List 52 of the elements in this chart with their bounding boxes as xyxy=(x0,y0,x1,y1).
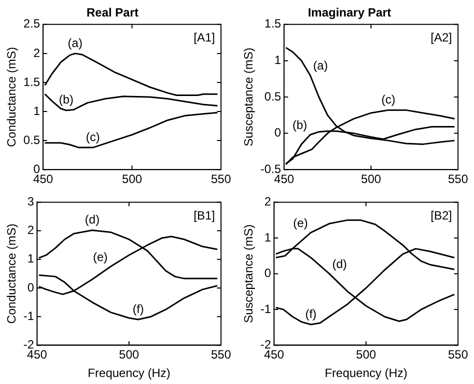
x-tick-label: 500 xyxy=(122,172,142,186)
annotation: (c) xyxy=(381,92,396,106)
x-tick-label: 550 xyxy=(210,172,232,186)
annotation: (b) xyxy=(292,118,308,132)
chart-title: Imaginary Part xyxy=(308,6,392,20)
x-tick-label: 550 xyxy=(448,348,468,362)
x-tick-label: 500 xyxy=(119,348,140,362)
annotation: (c) xyxy=(86,130,100,144)
x-tick-label: 550 xyxy=(210,348,232,362)
y-tick-label: 0 xyxy=(264,266,272,280)
annotation: (e) xyxy=(293,216,308,230)
annotation: (b) xyxy=(58,92,74,107)
y-tick-label: 2 xyxy=(33,46,40,60)
y-tick-label: 1 xyxy=(27,252,34,266)
annotation: (e) xyxy=(92,250,108,264)
y-tick-label: 1.5 xyxy=(23,74,40,89)
x-axis-title: Frequency (Hz) xyxy=(324,366,408,380)
x-tick-label: 500 xyxy=(361,172,382,186)
y-tick-label: 1 xyxy=(274,53,282,68)
y-tick-label: 1 xyxy=(264,230,272,244)
y-tick-label: 0 xyxy=(27,280,34,294)
y-tick-label: 1 xyxy=(33,104,40,118)
annotation: [A2] xyxy=(430,30,452,45)
annotation: [B2] xyxy=(430,208,452,223)
chart-title: Real Part xyxy=(86,6,139,20)
annotation: (f) xyxy=(305,306,317,321)
x-tick-label: 450 xyxy=(27,348,48,362)
x-tick-label: 500 xyxy=(356,348,376,362)
y-tick-label: 1.5 xyxy=(264,16,282,31)
y-axis-title: Susceptance (mS) xyxy=(242,224,256,324)
y-axis-title: Susceptance (mS) xyxy=(242,48,256,146)
annotation: (f) xyxy=(132,302,144,316)
annotation: (d) xyxy=(84,212,100,227)
y-tick-label: 2 xyxy=(264,194,272,209)
y-tick-label: 3 xyxy=(27,194,34,209)
y-tick-label: 0.5 xyxy=(23,132,40,147)
y-tick-label: 2.5 xyxy=(23,16,40,31)
y-axis-title: Conductance (mS) xyxy=(4,46,19,148)
annotation: [A1] xyxy=(194,30,215,45)
annotation: (a) xyxy=(68,36,82,50)
x-axis-title: Frequency (Hz) xyxy=(88,366,170,380)
x-tick-label: 550 xyxy=(448,172,468,186)
y-tick-label: -1 xyxy=(260,302,272,316)
annotation: [B1] xyxy=(194,208,215,223)
y-tick-label: 0 xyxy=(274,126,282,140)
y-tick-label: -1 xyxy=(23,308,34,323)
annotation: (a) xyxy=(313,58,328,73)
annotation: (d) xyxy=(332,257,347,272)
y-axis-title: Conductance (mS) xyxy=(4,224,19,324)
y-tick-label: 0.5 xyxy=(264,89,282,104)
y-tick-label: 2 xyxy=(27,223,34,238)
x-tick-label: 450 xyxy=(264,348,284,362)
